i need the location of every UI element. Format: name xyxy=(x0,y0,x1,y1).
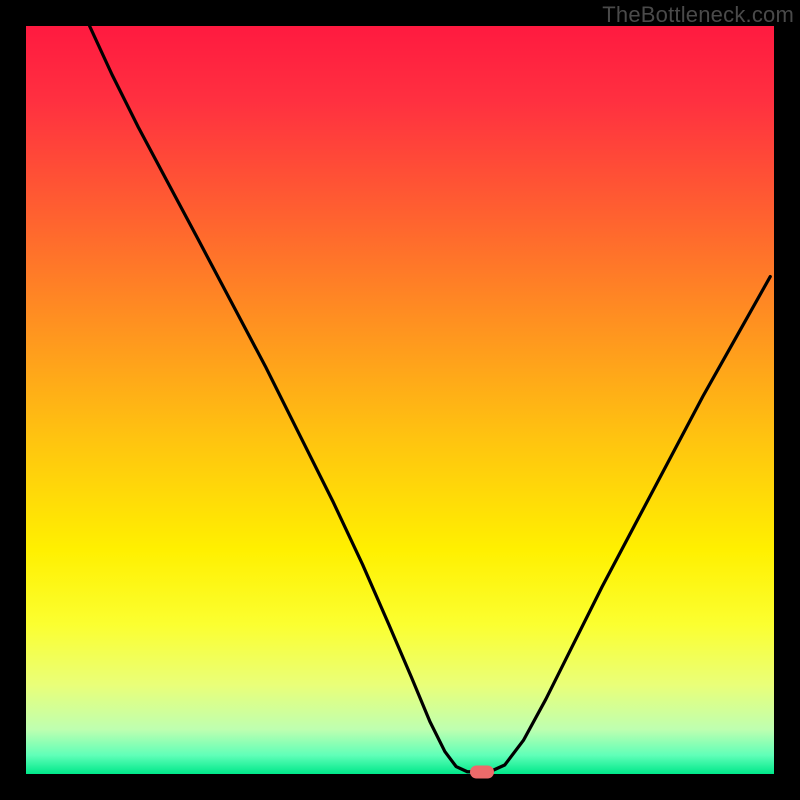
watermark-text: TheBottleneck.com xyxy=(602,2,794,28)
gradient-background xyxy=(26,26,774,774)
plot-area xyxy=(26,26,774,774)
optimum-marker xyxy=(470,765,494,778)
bottleneck-curve xyxy=(26,26,774,774)
chart-frame: TheBottleneck.com xyxy=(0,0,800,800)
